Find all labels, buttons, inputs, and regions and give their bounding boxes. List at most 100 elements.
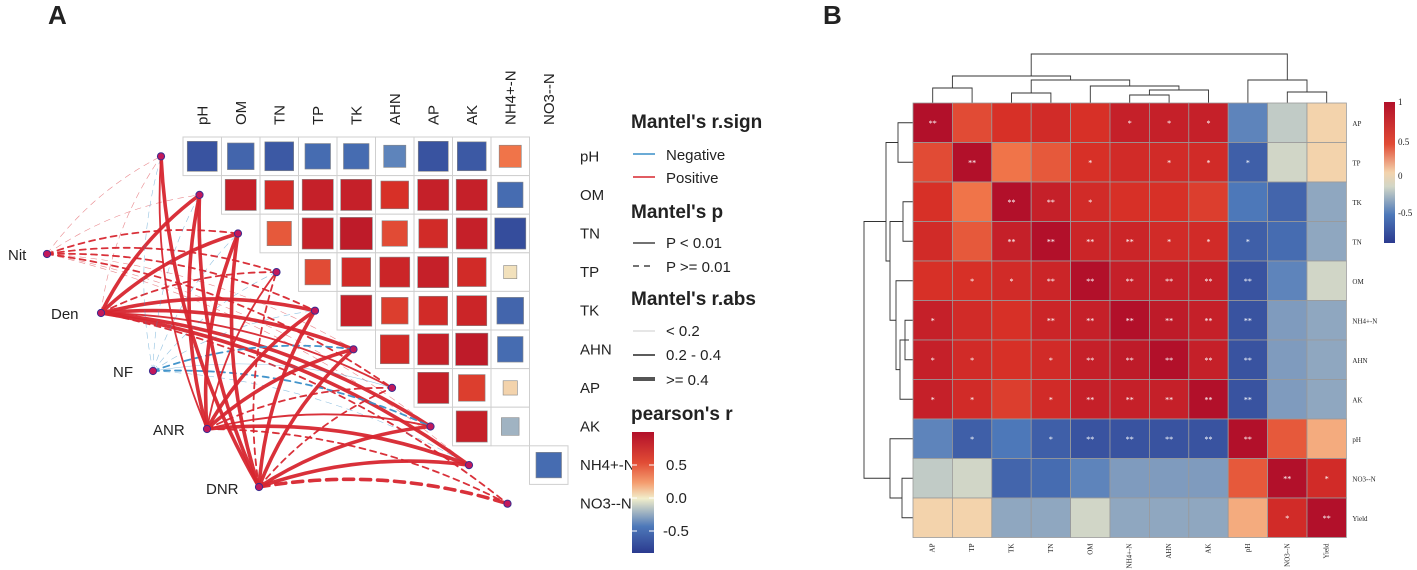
link-DNR-TK bbox=[257, 308, 317, 489]
cell-TK-AP bbox=[418, 295, 448, 326]
node-label-DNR: DNR bbox=[206, 481, 239, 498]
hm-cell-pH-Yield bbox=[1306, 418, 1347, 459]
sig-mark: ** bbox=[1205, 277, 1213, 286]
hm-cell-AK-AP bbox=[912, 379, 953, 420]
link-Den-pH bbox=[100, 156, 162, 314]
cell-TN-TN bbox=[266, 220, 292, 247]
hm-cell-pH-NO3--N bbox=[1267, 418, 1308, 459]
hm-cell-AHN-AK bbox=[1188, 339, 1229, 380]
hm-cell-NO3--N-pH bbox=[1227, 458, 1268, 499]
col-label-TP: TP bbox=[310, 106, 327, 125]
hm-cell-TN-pH bbox=[1227, 221, 1268, 262]
hm-cell-AK-NO3--N bbox=[1267, 379, 1308, 420]
link-NF-AK bbox=[152, 369, 432, 428]
legend-abs-thick-label: >= 0.4 bbox=[666, 372, 709, 389]
link-Den-TN bbox=[99, 231, 240, 315]
hm-cell-NO3--N-AK bbox=[1188, 458, 1229, 499]
hm-cell-AP-Yield bbox=[1306, 102, 1347, 143]
link-NF-TP bbox=[152, 271, 277, 372]
cell-pH-TN bbox=[264, 141, 294, 172]
link-DNR-AHN bbox=[257, 347, 356, 489]
hm-cell-TP-TK bbox=[991, 142, 1032, 183]
hm-cell-NO3--N-TK bbox=[991, 458, 1032, 499]
cell-AHN-AP bbox=[417, 333, 450, 366]
cbar-label-neg: -0.5 bbox=[663, 523, 689, 540]
cell-TP-AP bbox=[417, 256, 450, 288]
hm-cell-OM-AP bbox=[912, 260, 953, 301]
hm-cell-NH4+-N-NO3--N bbox=[1267, 300, 1308, 341]
heatmap-labels: AP AP TP TP TK TK TN TN OM OM NH4+-N NH4+-N AHN AHN AK… bbox=[929, 120, 1378, 569]
dendro-top bbox=[1286, 91, 1328, 103]
hm-cell-NO3--N-Yield bbox=[1306, 458, 1347, 499]
hm-cell-AK-TK bbox=[991, 379, 1032, 420]
heatmap-cells: ** * * *** * * * *** ** *** ** ** ** * * ** * ** ** ** ** ** *… bbox=[912, 102, 1347, 538]
cell-AHN-NH4+-N bbox=[497, 336, 524, 363]
link-Nit-TN bbox=[46, 229, 239, 255]
cell-TP-NH4+-N bbox=[503, 265, 518, 279]
col-label-pH: pH bbox=[194, 106, 211, 125]
dendro-left bbox=[863, 221, 890, 479]
sig-mark: ** bbox=[1283, 474, 1291, 483]
sig-mark: ** bbox=[1244, 277, 1252, 286]
hm-cell-TK-NO3--N bbox=[1267, 181, 1308, 222]
legend-abs-mid-label: 0.2 - 0.4 bbox=[666, 347, 721, 364]
var-node-OM bbox=[195, 190, 204, 199]
cell-TK-AHN bbox=[381, 297, 409, 325]
link-Den-TP bbox=[100, 271, 278, 314]
col-label-OM: OM bbox=[233, 101, 250, 125]
hm-col-label-AP: AP bbox=[929, 543, 937, 552]
link-DNR-NO3--N bbox=[257, 477, 510, 506]
row-label-pH: pH bbox=[580, 148, 599, 165]
hm-cell-NH4+-N-TN bbox=[1030, 300, 1071, 341]
heatmap-colorbar bbox=[1384, 102, 1395, 243]
hm-row-label-pH: pH bbox=[1352, 436, 1361, 444]
b-cbar-label-0: 0 bbox=[1398, 171, 1403, 181]
hm-row-label-AP: AP bbox=[1352, 120, 1361, 128]
hm-cell-AK-Yield bbox=[1306, 379, 1347, 420]
hm-cell-AP-TP bbox=[952, 102, 993, 143]
hm-col-label-TN: TN bbox=[1047, 544, 1055, 553]
hm-cell-Yield-NO3--N bbox=[1267, 497, 1308, 538]
dendro-top bbox=[1148, 89, 1209, 103]
dendro-left bbox=[889, 221, 903, 321]
sig-mark: ** bbox=[1165, 277, 1173, 286]
link-ANR-AP bbox=[206, 386, 393, 430]
hm-col-label-NH4+-N: NH4+-N bbox=[1126, 544, 1134, 569]
cell-pH-AHN bbox=[383, 144, 407, 168]
hm-cell-NH4+-N-AK bbox=[1188, 300, 1229, 341]
hm-cell-NH4+-N-Yield bbox=[1306, 300, 1347, 341]
link-Den-AHN bbox=[99, 308, 356, 352]
sig-mark: * bbox=[1325, 474, 1329, 483]
cell-TN-NH4+-N bbox=[494, 217, 527, 250]
cell-TK-NH4+-N bbox=[496, 297, 524, 325]
dendro-top bbox=[1089, 85, 1180, 103]
dendro-left bbox=[902, 201, 913, 242]
hm-cell-TP-AK bbox=[1188, 142, 1229, 183]
link-Nit-TP bbox=[46, 246, 278, 273]
link-NF-NH4+-N bbox=[152, 370, 470, 466]
sig-mark: ** bbox=[1126, 395, 1134, 404]
sig-mark: ** bbox=[1126, 356, 1134, 365]
link-ANR-pH bbox=[158, 155, 208, 430]
sig-mark: * bbox=[1049, 356, 1053, 365]
sig-mark: * bbox=[1088, 198, 1092, 207]
cell-NH4+-N-NO3--N bbox=[535, 452, 562, 479]
hm-cell-AK-OM bbox=[1070, 379, 1111, 420]
hm-cell-pH-TP bbox=[952, 418, 993, 459]
hm-cell-TP-TN bbox=[1030, 142, 1071, 183]
var-node-NO3--N bbox=[503, 499, 512, 508]
dendro-left bbox=[897, 122, 913, 163]
hm-cell-AP-TN bbox=[1030, 102, 1071, 143]
cell-OM-AHN bbox=[380, 180, 409, 210]
cell-pH-AK bbox=[457, 141, 487, 172]
cell-pH-AP bbox=[417, 140, 449, 172]
var-node-pH bbox=[156, 152, 166, 161]
sig-mark: ** bbox=[1244, 435, 1252, 444]
node-label-Nit: Nit bbox=[8, 247, 27, 264]
sig-mark: * bbox=[1246, 237, 1250, 246]
hm-col-label-OM: OM bbox=[1086, 543, 1094, 555]
node-label-ANR: ANR bbox=[153, 422, 185, 439]
sig-mark: ** bbox=[1165, 395, 1173, 404]
cell-pH-TP bbox=[304, 143, 331, 170]
hm-col-label-AHN: AHN bbox=[1165, 544, 1173, 559]
